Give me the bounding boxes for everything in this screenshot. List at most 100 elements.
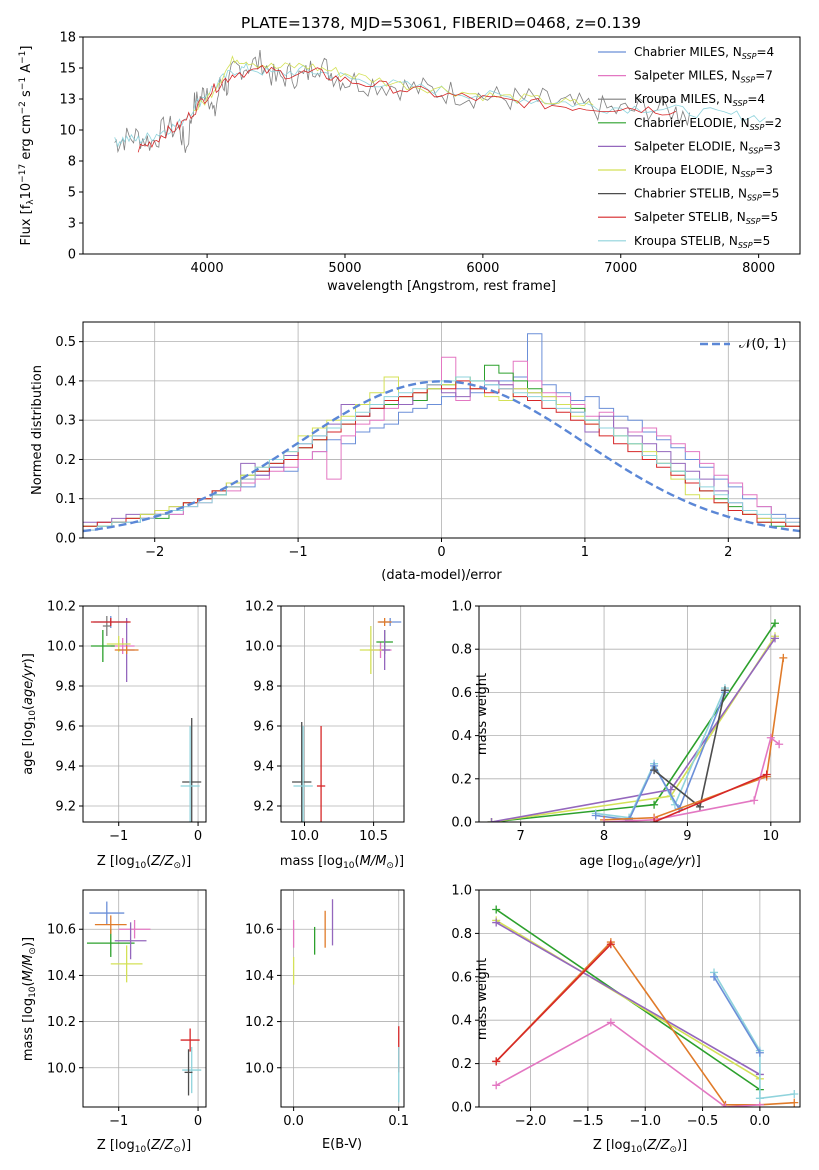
weight-line xyxy=(495,919,761,1080)
axes-frame xyxy=(478,605,801,823)
y-tick-label: 1.0 xyxy=(451,884,472,899)
weight-series xyxy=(600,733,784,822)
weight-line xyxy=(713,972,795,1100)
weight-marker xyxy=(710,972,719,981)
y-tick-label: 0.2 xyxy=(451,1057,472,1072)
weight-marker xyxy=(492,905,501,914)
weight-line xyxy=(491,635,776,822)
x-axis-label: wavelength [Angstrom, rest frame] xyxy=(327,279,556,294)
weight-marker xyxy=(755,1094,764,1103)
weight-marker xyxy=(775,740,784,749)
y-tick-label: 10.4 xyxy=(47,969,76,984)
y-tick-label: 9.2 xyxy=(55,800,76,815)
spectrum-series xyxy=(193,55,594,112)
y-axis-label: Flux [fλ10−17 erg cm−2 s−1 A−1] xyxy=(18,46,36,246)
weight-line xyxy=(491,637,776,822)
error-cross xyxy=(292,722,312,822)
legend-label: Kroupa STELIB, NSSP=5 xyxy=(634,234,770,250)
weight-line xyxy=(491,622,776,822)
weight-marker xyxy=(755,1048,764,1057)
x-tick-label: 10.0 xyxy=(290,829,319,844)
y-tick-label: 0.3 xyxy=(55,414,76,429)
weight-marker xyxy=(766,733,775,742)
axis-label: age [log10(age/yr)] xyxy=(579,854,701,871)
weight-series xyxy=(492,916,764,1083)
y-tick-label: 9.8 xyxy=(253,680,274,695)
plot-area xyxy=(86,901,202,1096)
legend-label: Salpeter MILES, NSSP=7 xyxy=(634,69,773,85)
weight-marker xyxy=(606,940,615,949)
axes-frame xyxy=(82,605,207,823)
legend-label: Salpeter ELODIE, NSSP=3 xyxy=(634,139,781,155)
weight-marker xyxy=(790,1098,799,1107)
spectrum-series xyxy=(137,64,677,153)
weight-marker xyxy=(606,1018,615,1027)
y-tick-label: 10.0 xyxy=(47,640,76,655)
panel-5: −1 0 10.0 10.2 10.4 10.6 Z [log10(Z/Z⊙)] mass [… xyxy=(21,889,207,1155)
y-tick-label: 3 xyxy=(68,217,76,232)
y-tick-label: 10.0 xyxy=(245,1061,274,1076)
error-cross xyxy=(182,718,202,822)
y-axis-label: Normed distribution xyxy=(30,365,45,495)
weight-series xyxy=(650,686,729,811)
y-tick-label: 10.2 xyxy=(245,600,274,615)
spectrum-series xyxy=(114,49,691,154)
y-tick-label: 10 xyxy=(59,124,76,139)
figure-title: PLATE=1378, MJD=53061, FIBERID=0468, z=0… xyxy=(241,14,641,32)
axis-label: age [log10(age/yr)] xyxy=(21,653,38,775)
plot-area xyxy=(292,899,400,1103)
error-cross xyxy=(106,636,131,652)
plot-area xyxy=(114,49,766,154)
y-tick-label: 10.0 xyxy=(245,640,274,655)
x-tick-label: 0 xyxy=(194,829,202,844)
y-tick-label: 10.6 xyxy=(47,923,76,938)
legend-label: Kroupa MILES, NSSP=4 xyxy=(634,92,765,108)
y-tick-label: 0.0 xyxy=(55,532,76,547)
error-cross xyxy=(90,630,115,662)
axes-frame xyxy=(478,889,801,1108)
panel-2: −1 0 9.2 9.4 9.6 9.8 10.0 10.2 Z [log10(Z/Z⊙)] ag… xyxy=(21,600,207,871)
x-axis-label: E(B-V) xyxy=(322,1137,362,1152)
plot-area xyxy=(492,905,799,1107)
weight-line xyxy=(604,657,785,821)
axis-label: Z [log10(Z/Z⊙)] xyxy=(593,1138,687,1155)
x-tick-label: −1 xyxy=(109,829,128,844)
x-tick-label: 10 xyxy=(763,829,780,844)
weight-marker xyxy=(779,653,788,662)
legend-label: Salpeter STELIB, NSSP=5 xyxy=(634,210,778,226)
axis-label: Z [log10(Z/Z⊙)] xyxy=(97,1138,191,1155)
x-tick-label: 1 xyxy=(581,545,589,560)
weight-marker xyxy=(650,766,659,775)
weight-marker xyxy=(790,1089,799,1098)
y-tick-label: 0.6 xyxy=(451,686,472,701)
weight-series xyxy=(591,688,729,822)
weight-marker xyxy=(487,818,496,822)
y-tick-label: 5 xyxy=(68,186,76,201)
axes-frame xyxy=(82,36,801,255)
error-cross xyxy=(180,1028,200,1052)
x-tick-label: 8 xyxy=(600,829,608,844)
histogram-series xyxy=(83,380,800,527)
x-tick-label: 9 xyxy=(683,829,691,844)
y-axis-label: mass weight xyxy=(475,673,490,755)
y-tick-label: 1.0 xyxy=(451,600,472,615)
panel-0: 4000 5000 6000 7000 8000 0 3 5 8 10 13 15 18 waveleng… xyxy=(18,31,801,294)
error-cross xyxy=(180,726,200,822)
y-tick-label: 10.2 xyxy=(47,1015,76,1030)
x-tick-label: 10.5 xyxy=(359,829,388,844)
error-cross xyxy=(118,920,151,939)
weight-marker xyxy=(492,1081,501,1090)
error-cross xyxy=(94,915,127,934)
x-tick-label: 0.1 xyxy=(388,1114,409,1129)
error-cross xyxy=(182,1046,202,1094)
error-cross xyxy=(110,945,143,983)
y-tick-label: 15 xyxy=(59,62,76,77)
weight-marker xyxy=(650,818,659,822)
y-tick-label: 18 xyxy=(59,31,76,46)
plot-area xyxy=(487,619,788,822)
error-cross xyxy=(316,726,326,822)
weight-line xyxy=(713,976,761,1054)
axis-label: mass [log10(M/M⊙)] xyxy=(280,854,404,871)
y-tick-label: 0.0 xyxy=(451,816,472,831)
